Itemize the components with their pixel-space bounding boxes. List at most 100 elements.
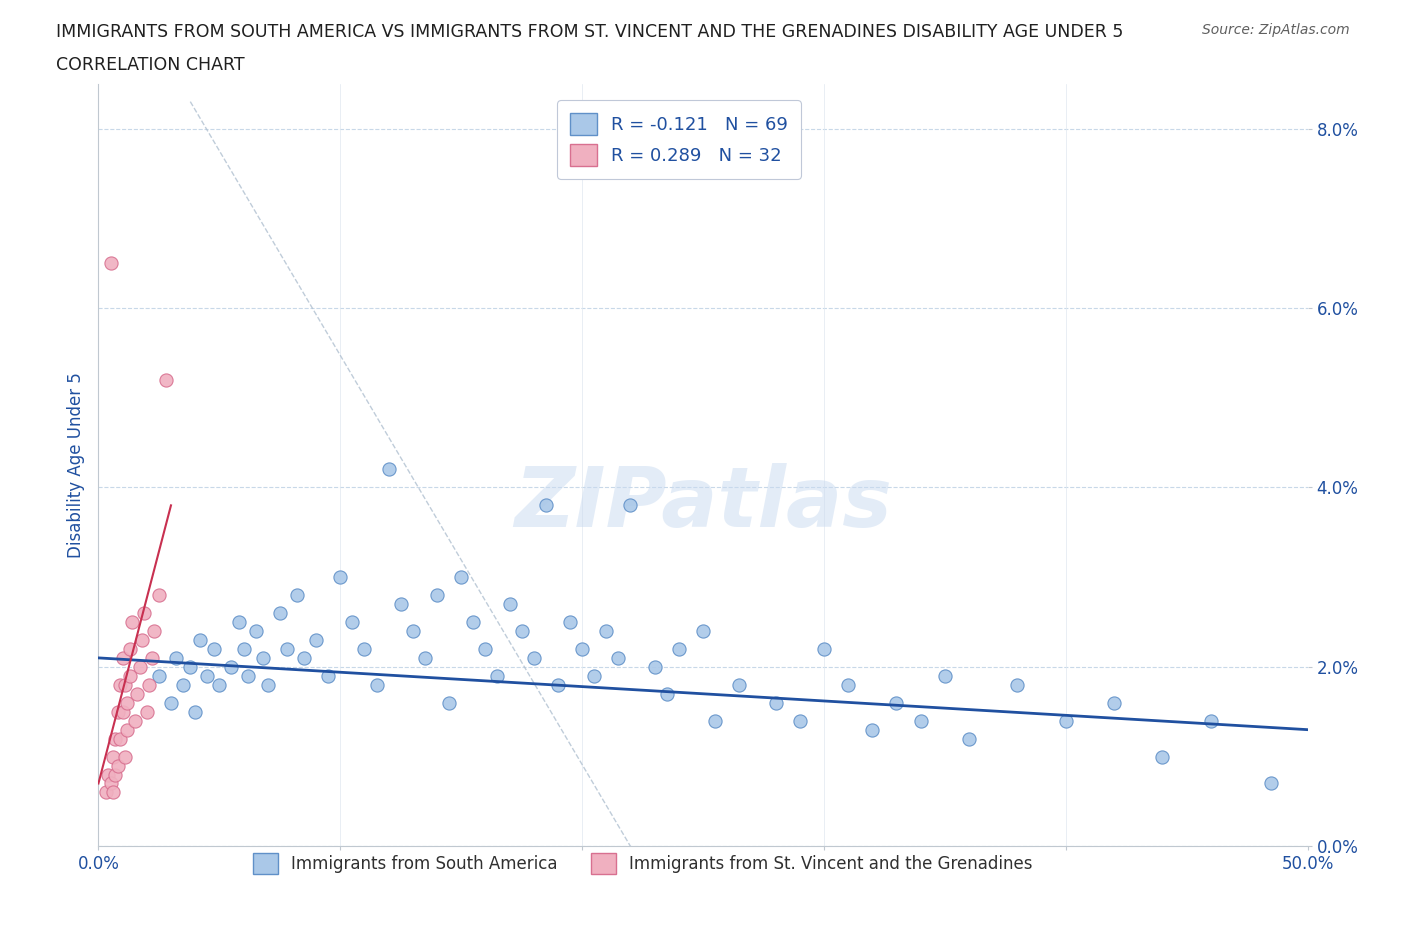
Point: [595, 623, 617, 638]
Point: [1102, 696, 1125, 711]
Point: [245, 623, 267, 638]
Point: [413, 650, 436, 665]
Point: [179, 659, 201, 674]
Point: [474, 642, 496, 657]
Point: [377, 462, 399, 477]
Point: [450, 570, 472, 585]
Point: [165, 650, 187, 665]
Point: [316, 669, 339, 684]
Point: [131, 632, 153, 647]
Point: [252, 650, 274, 665]
Point: [101, 785, 124, 800]
Point: [204, 642, 226, 657]
Point: [558, 615, 581, 630]
Point: [486, 669, 509, 684]
Y-axis label: Disability Age Under 5: Disability Age Under 5: [66, 372, 84, 558]
Point: [118, 669, 141, 684]
Point: [644, 659, 666, 674]
Point: [111, 704, 134, 719]
Point: [172, 677, 194, 692]
Point: [523, 650, 546, 665]
Point: [583, 669, 606, 684]
Text: IMMIGRANTS FROM SOUTH AMERICA VS IMMIGRANTS FROM ST. VINCENT AND THE GRENADINES : IMMIGRANTS FROM SOUTH AMERICA VS IMMIGRA…: [56, 23, 1123, 41]
Point: [389, 597, 412, 612]
Point: [104, 731, 127, 746]
Point: [1199, 713, 1222, 728]
Point: [134, 605, 156, 620]
Point: [789, 713, 811, 728]
Point: [510, 623, 533, 638]
Point: [184, 704, 207, 719]
Point: [692, 623, 714, 638]
Point: [329, 570, 352, 585]
Point: [108, 731, 131, 746]
Point: [138, 677, 160, 692]
Point: [188, 632, 211, 647]
Point: [1054, 713, 1077, 728]
Point: [208, 677, 231, 692]
Point: [305, 632, 328, 647]
Point: [402, 623, 425, 638]
Point: [426, 588, 449, 603]
Point: [292, 650, 315, 665]
Point: [118, 642, 141, 657]
Point: [256, 677, 278, 692]
Point: [117, 696, 139, 711]
Text: ZIPatlas: ZIPatlas: [515, 462, 891, 544]
Point: [107, 758, 129, 773]
Point: [886, 696, 908, 711]
Point: [463, 615, 485, 630]
Point: [97, 767, 120, 782]
Point: [111, 650, 134, 665]
Point: [534, 498, 557, 512]
Point: [571, 642, 593, 657]
Point: [1152, 750, 1174, 764]
Point: [155, 372, 177, 387]
Point: [94, 785, 117, 800]
Point: [128, 659, 150, 674]
Point: [1007, 677, 1029, 692]
Point: [104, 767, 127, 782]
Point: [114, 750, 136, 764]
Point: [619, 498, 641, 512]
Legend: Immigrants from South America, Immigrants from St. Vincent and the Grenadines: Immigrants from South America, Immigrant…: [243, 844, 1042, 883]
Text: Source: ZipAtlas.com: Source: ZipAtlas.com: [1202, 23, 1350, 37]
Point: [957, 731, 980, 746]
Point: [934, 669, 956, 684]
Point: [704, 713, 727, 728]
Point: [238, 669, 260, 684]
Point: [276, 642, 298, 657]
Point: [765, 696, 787, 711]
Point: [195, 669, 218, 684]
Point: [860, 723, 883, 737]
Point: [285, 588, 308, 603]
Point: [221, 659, 243, 674]
Point: [232, 642, 254, 657]
Point: [143, 623, 166, 638]
Point: [127, 686, 149, 701]
Point: [121, 615, 143, 630]
Point: [668, 642, 690, 657]
Point: [1260, 776, 1282, 790]
Point: [135, 704, 157, 719]
Point: [366, 677, 388, 692]
Point: [547, 677, 569, 692]
Point: [100, 256, 122, 271]
Point: [160, 696, 183, 711]
Point: [141, 650, 163, 665]
Point: [148, 669, 170, 684]
Point: [101, 750, 124, 764]
Point: [148, 588, 170, 603]
Text: CORRELATION CHART: CORRELATION CHART: [56, 56, 245, 73]
Point: [437, 696, 460, 711]
Point: [124, 713, 146, 728]
Point: [228, 615, 250, 630]
Point: [108, 677, 131, 692]
Point: [100, 776, 122, 790]
Point: [813, 642, 835, 657]
Point: [353, 642, 375, 657]
Point: [607, 650, 630, 665]
Point: [114, 677, 136, 692]
Point: [107, 704, 129, 719]
Point: [655, 686, 678, 701]
